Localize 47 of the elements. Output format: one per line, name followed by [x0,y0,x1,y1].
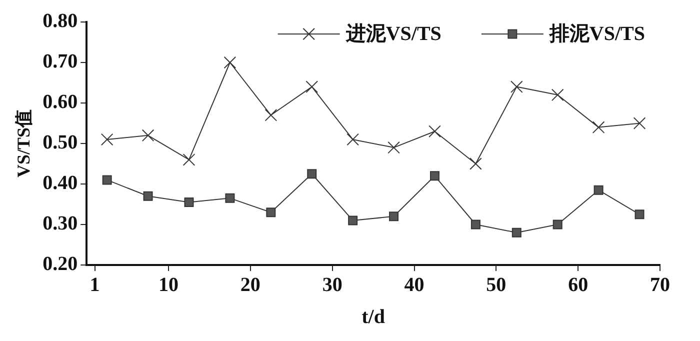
y-tick-label: 0.70 [42,50,78,73]
point [100,133,114,146]
point [510,80,523,93]
point [102,175,112,185]
point [225,193,235,203]
y-tick-label: 0.60 [42,91,78,114]
point [346,133,359,146]
x-axis-title: t/d [360,305,386,329]
y-tick-label: 0.50 [42,132,78,154]
point [182,154,196,166]
y-tick-label: 0.20 [42,253,78,276]
y-tick-label: 0.80 [42,10,78,32]
point [633,117,646,130]
point [142,129,154,142]
y-axis-title: VS/TS值 [13,109,34,178]
x-tick-label: 20 [240,274,260,296]
point [551,88,564,102]
point [470,158,482,170]
point [224,56,236,69]
x-tick-label: 1 [90,274,100,296]
point [184,197,194,207]
point [470,220,480,230]
point [634,210,644,220]
x-tick-label: 30 [322,274,342,296]
point [306,80,318,93]
point [266,208,276,218]
x-tick-label: 50 [486,274,506,296]
x-tick-label: 60 [568,274,588,296]
y-tick-label: 0.30 [42,212,78,235]
point [348,216,358,226]
point [552,220,562,230]
x-tick-label: 10 [158,274,179,296]
point [143,191,153,201]
point [307,169,317,179]
point [512,228,522,238]
legend-label: 排泥VS/TS [548,23,646,46]
point [389,212,399,222]
point [388,141,400,154]
x-tick-label: 70 [650,274,670,296]
x-tick-label: 40 [404,274,424,296]
point [264,108,278,122]
point [592,121,605,134]
y-tick-label: 0.40 [42,172,78,194]
point [428,125,441,138]
point [430,171,440,181]
point [594,185,604,195]
legend-label: 进泥VS/TS [344,23,442,46]
